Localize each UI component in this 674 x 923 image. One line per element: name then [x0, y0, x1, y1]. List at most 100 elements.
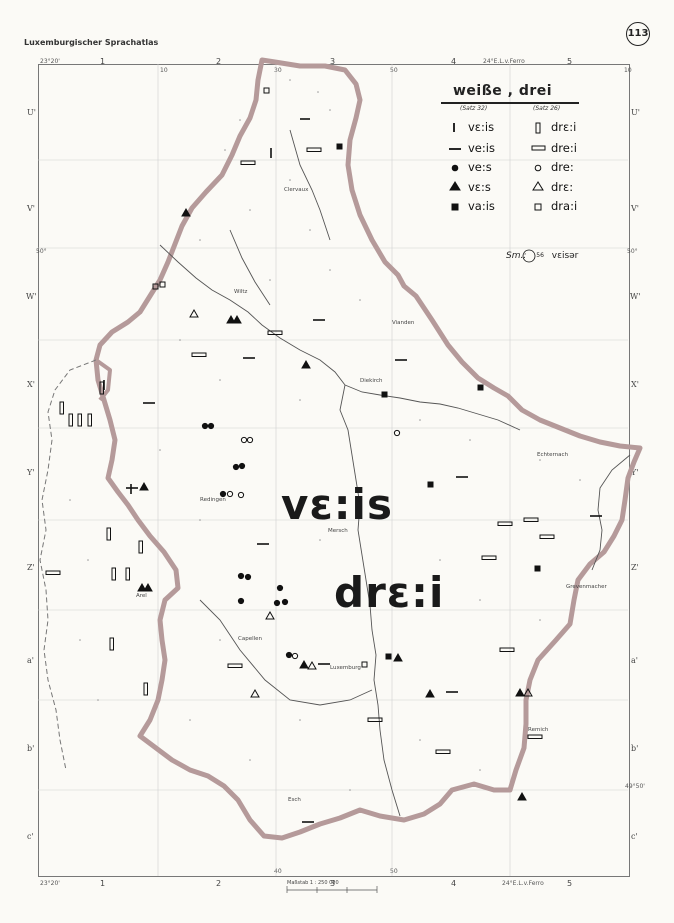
symbol-open-circle	[237, 491, 245, 499]
legend-note-form: vɛisər	[551, 251, 579, 261]
symbol-open-circle	[240, 436, 248, 444]
symbol-filled-triangle	[143, 582, 153, 592]
symbol-filled-triangle	[137, 582, 147, 592]
symbol-double-vertical-bar	[138, 540, 143, 554]
legend-note: Sm.: 56 vɛisər	[506, 251, 578, 261]
row-label-left-x: X'	[27, 380, 35, 389]
place-label-remich: Remich	[528, 727, 549, 733]
symbol-filled-circle	[237, 597, 245, 605]
symbol-filled-triangle	[301, 359, 311, 369]
symbol-open-circle	[393, 429, 401, 437]
legend-label-right-3: dre:	[551, 160, 574, 174]
symbol-filled-circle	[201, 422, 209, 430]
symbol-double-horizontal-bar	[227, 663, 243, 668]
legend-open-circle	[534, 164, 542, 172]
legend-label-left-4: vɛ:s	[468, 180, 491, 194]
border-west	[94, 358, 112, 402]
minute-top-3: 50	[390, 67, 398, 74]
row-label-left-c: c'	[27, 832, 34, 841]
legend-double-vertical-bar	[535, 122, 541, 134]
row-label-right-z: Z'	[631, 563, 639, 572]
legend-label-right-1: drɛ:i	[551, 120, 577, 134]
symbol-filled-circle	[237, 572, 245, 580]
symbol-open-triangle	[189, 308, 199, 318]
symbol-filled-triangle	[425, 688, 435, 698]
legend-label-right-5: dra:i	[551, 199, 578, 213]
symbol-filled-circle	[276, 584, 284, 592]
place-label-wiltz: Wiltz	[234, 289, 248, 295]
symbol-double-horizontal-bar	[240, 160, 256, 165]
row-label-right-u: U'	[631, 108, 640, 117]
map-symbols	[45, 87, 602, 823]
legend-underline	[441, 102, 579, 104]
row-label-right-v: V'	[631, 204, 639, 213]
symbol-filled-triangle	[181, 207, 191, 217]
symbol-open-triangle	[523, 687, 533, 697]
minute-bottom-1: 40	[274, 868, 282, 875]
row-label-right-a: a'	[631, 656, 638, 665]
coord-bottom-left: 23°20'	[40, 880, 60, 887]
symbol-double-vertical-bar-group	[59, 381, 148, 696]
column-label-top-2: 2	[216, 57, 222, 66]
overlay-form-weisse: vɛ:is	[281, 480, 393, 529]
symbol-open-square	[263, 87, 270, 94]
row-label-right-w: W'	[630, 292, 641, 301]
legend-open-square	[534, 203, 542, 211]
village-dots	[69, 79, 581, 791]
symbol-filled-circle	[238, 462, 246, 470]
symbol-filled-square	[381, 391, 388, 398]
legend-label-left-3: ve:s	[468, 160, 492, 174]
symbol-open-circle	[291, 652, 299, 660]
legend-note-circle	[522, 249, 536, 263]
minute-top-2: 30	[274, 67, 282, 74]
plate-number: 113	[626, 22, 650, 46]
column-label-top-5: 5	[567, 57, 573, 66]
country-border	[93, 57, 643, 841]
province-border-dashed	[39, 359, 97, 771]
symbol-filled-circle	[207, 422, 215, 430]
symbol-double-horizontal-bar	[191, 352, 207, 357]
row-label-right-b: b'	[631, 744, 639, 753]
place-label-clervaux: Clervaux	[284, 187, 309, 193]
legend-label-left-2: ve:is	[468, 141, 495, 155]
row-label-right-c: c'	[631, 832, 638, 841]
symbol-double-horizontal-bar	[497, 521, 513, 526]
legend-double-horizontal-bar	[531, 145, 546, 151]
row-label-right-x: X'	[631, 380, 639, 389]
symbol-double-vertical-bar	[77, 413, 82, 427]
symbol-filled-triangle	[226, 314, 236, 324]
row-label-left-u: U'	[27, 108, 36, 117]
legend-sub-right: (Satz 26)	[533, 105, 561, 112]
legend-open-triangle	[532, 181, 544, 191]
minute-top-1: 10	[160, 67, 168, 74]
symbol-double-vertical-bar	[59, 401, 64, 415]
scale-bar-graphic	[286, 886, 378, 893]
column-label-bottom-2: 2	[216, 879, 222, 888]
place-label-vianden: Vianden	[392, 320, 415, 326]
legend-note-number: 56	[536, 252, 544, 259]
place-label-capellen: Capellen	[238, 636, 263, 642]
place-label-luxemburg: Luxemburg	[330, 665, 361, 671]
symbol-double-horizontal-bar	[435, 749, 451, 754]
legend-label-left-5: va:is	[468, 199, 495, 213]
row-label-left-b: b'	[27, 744, 35, 753]
place-label-diekirch: Diekirch	[360, 378, 383, 384]
symbol-filled-triangle	[299, 659, 309, 669]
symbol-open-triangle	[307, 660, 317, 670]
symbol-filled-triangle	[139, 481, 149, 491]
coord-top-right: 24°E.L.v.Ferro	[483, 58, 525, 65]
symbol-filled-circle	[285, 651, 293, 659]
overlay-form-drei: drɛ:i	[334, 568, 445, 617]
symbol-double-horizontal-bar-group	[45, 147, 555, 754]
minute-bottom-2: 50	[390, 868, 398, 875]
row-label-left-y: Y'	[27, 468, 35, 477]
lat-mark-1: 50°	[627, 248, 638, 255]
symbol-filled-square	[427, 481, 434, 488]
symbol-double-vertical-bar	[143, 682, 148, 696]
column-label-top-3: 3	[330, 57, 336, 66]
symbol-open-circle	[246, 436, 254, 444]
symbol-double-horizontal-bar	[539, 534, 555, 539]
scale-label: Maßstab 1 : 250 000	[287, 880, 339, 886]
symbol-double-horizontal-bar	[267, 330, 283, 335]
symbol-open-triangle	[250, 688, 260, 698]
